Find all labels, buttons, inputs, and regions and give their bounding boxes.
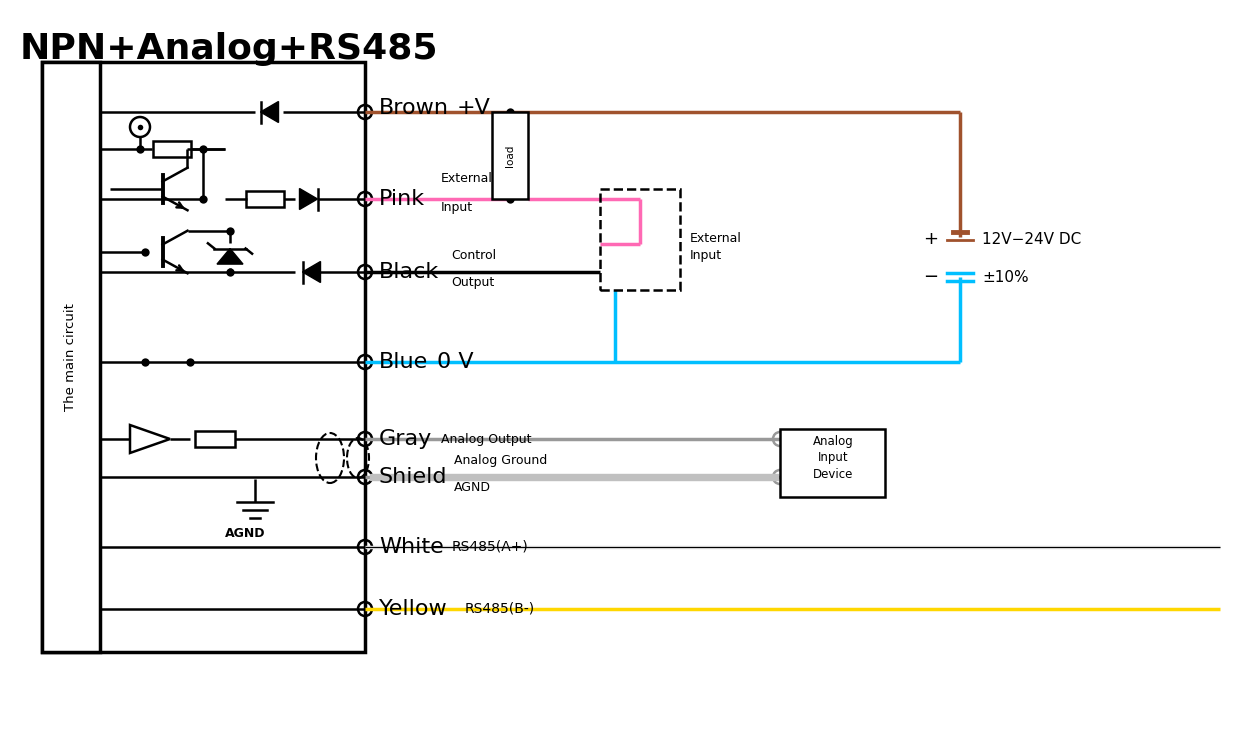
Text: RS485(B-): RS485(B-)	[466, 602, 535, 616]
Bar	[42, 62, 100, 652]
Text: Analog Ground: Analog Ground	[454, 454, 548, 467]
Bar	[42, 62, 364, 652]
Text: ±10%: ±10%	[982, 270, 1028, 285]
Polygon shape	[217, 249, 243, 264]
Text: 12V−24V DC: 12V−24V DC	[982, 232, 1081, 247]
Text: Control: Control	[451, 249, 497, 262]
Polygon shape	[130, 425, 170, 453]
Bar	[246, 191, 285, 207]
Text: Shield: Shield	[379, 467, 448, 487]
Text: The main circuit: The main circuit	[65, 303, 77, 411]
Text: Output: Output	[451, 276, 494, 289]
Text: Brown: Brown	[379, 98, 449, 118]
Text: NPN+Analog+RS485: NPN+Analog+RS485	[20, 32, 438, 66]
Polygon shape	[300, 188, 317, 209]
Text: Input: Input	[441, 201, 473, 214]
Text: +: +	[924, 230, 938, 248]
Text: Yellow: Yellow	[379, 599, 448, 619]
Text: RS485(A+): RS485(A+)	[452, 540, 529, 554]
Bar	[369, 474, 778, 480]
Bar	[195, 431, 235, 447]
Text: load: load	[505, 144, 515, 167]
Text: Gray: Gray	[379, 429, 432, 449]
Text: External: External	[441, 172, 493, 185]
Text: −: −	[922, 268, 938, 286]
Text: AGND: AGND	[225, 527, 266, 540]
Bar	[154, 141, 191, 157]
Polygon shape	[302, 261, 321, 282]
Text: Black: Black	[379, 262, 439, 282]
Text: Analog
Input
Device: Analog Input Device	[812, 435, 854, 482]
Text: 0 V: 0 V	[437, 352, 474, 372]
Polygon shape	[261, 102, 278, 123]
Text: White: White	[379, 537, 444, 557]
Text: AGND: AGND	[454, 481, 490, 494]
Text: +V: +V	[457, 98, 490, 118]
Bar	[780, 429, 885, 497]
Text: Pink: Pink	[379, 189, 426, 209]
Bar	[600, 189, 680, 290]
Text: Blue: Blue	[379, 352, 428, 372]
Bar	[492, 112, 528, 199]
Text: Analog Output: Analog Output	[441, 433, 532, 445]
Text: External
Input: External Input	[690, 232, 741, 262]
